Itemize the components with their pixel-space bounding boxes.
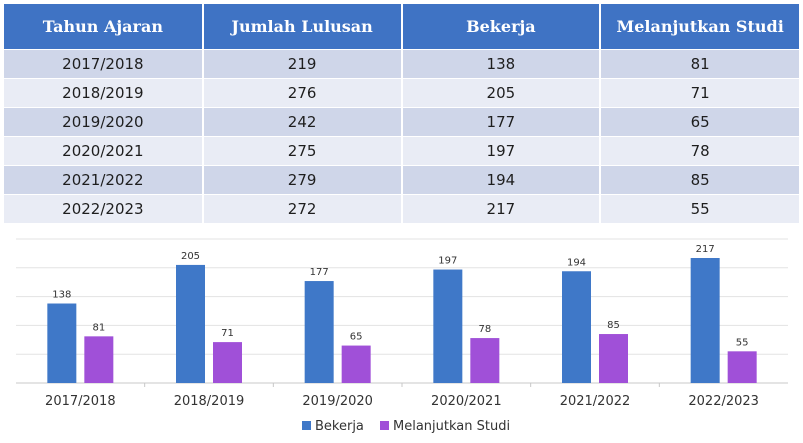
bar-melanjutkan-studi bbox=[84, 336, 114, 383]
legend-label-melanjutkan-studi: Melanjutkan Studi bbox=[393, 419, 510, 434]
cell-jumlah-lulusan: 275 bbox=[202, 135, 403, 165]
data-label: 78 bbox=[478, 324, 491, 335]
legend-swatch-melanjutkan-studi bbox=[380, 421, 389, 430]
data-table: Tahun Ajaran Jumlah Lulusan Bekerja Mela… bbox=[4, 4, 799, 223]
bar-bekerja bbox=[562, 271, 591, 383]
x-tick-label: 2019/2020 bbox=[302, 394, 373, 409]
cell-melanjutkan-studi: 55 bbox=[600, 193, 799, 223]
cell-bekerja: 205 bbox=[401, 77, 602, 107]
x-tick-label: 2018/2019 bbox=[174, 394, 245, 409]
data-label: 197 bbox=[438, 256, 457, 267]
x-tick-label: 2017/2018 bbox=[45, 394, 116, 409]
cell-bekerja: 177 bbox=[401, 106, 602, 136]
table-row: 2022/2023 272 217 55 bbox=[4, 193, 799, 223]
cell-bekerja: 217 bbox=[401, 193, 602, 223]
table-row: 2017/2018 219 138 81 bbox=[4, 48, 799, 78]
bar-bekerja bbox=[690, 258, 720, 383]
header-tahun-ajaran: Tahun Ajaran bbox=[4, 4, 204, 49]
table-row: 2019/2020 242 177 65 bbox=[4, 106, 799, 136]
x-axis: 2017/2018 2018/2019 2019/2020 2020/2021 2021… bbox=[45, 383, 759, 409]
cell-tahun-ajaran: 2020/2021 bbox=[4, 135, 204, 165]
data-label: 138 bbox=[52, 290, 71, 301]
bar-melanjutkan-studi bbox=[599, 334, 628, 383]
data-label: 217 bbox=[696, 244, 715, 255]
data-label: 71 bbox=[221, 328, 234, 339]
bar-melanjutkan-studi bbox=[727, 351, 757, 383]
bar-bekerja bbox=[304, 281, 334, 383]
data-label: 81 bbox=[92, 322, 105, 333]
bar-melanjutkan-studi bbox=[470, 338, 500, 383]
table-header-row: Tahun Ajaran Jumlah Lulusan Bekerja Mela… bbox=[4, 4, 799, 49]
data-label: 85 bbox=[607, 320, 620, 331]
table-row: 2018/2019 276 205 71 bbox=[4, 77, 799, 107]
bar-bekerja bbox=[47, 303, 77, 383]
cell-tahun-ajaran: 2017/2018 bbox=[4, 48, 204, 78]
header-bekerja: Bekerja bbox=[401, 4, 602, 49]
cell-jumlah-lulusan: 272 bbox=[202, 193, 403, 223]
data-labels: 138 81 205 71 177 65 197 78 194 85 217 55 bbox=[52, 244, 748, 348]
legend-label-bekerja: Bekerja bbox=[315, 419, 364, 434]
cell-tahun-ajaran: 2022/2023 bbox=[4, 193, 204, 223]
header-melanjutkan-studi: Melanjutkan Studi bbox=[600, 4, 799, 49]
bar-bekerja bbox=[433, 269, 463, 383]
cell-bekerja: 138 bbox=[401, 48, 602, 78]
bar-bekerja bbox=[176, 264, 205, 383]
cell-melanjutkan-studi: 65 bbox=[600, 106, 799, 136]
cell-bekerja: 197 bbox=[401, 135, 602, 165]
header-jumlah-lulusan: Jumlah Lulusan bbox=[202, 4, 403, 49]
cell-tahun-ajaran: 2018/2019 bbox=[4, 77, 204, 107]
cell-tahun-ajaran: 2021/2022 bbox=[4, 164, 204, 194]
table-row: 2020/2021 275 197 78 bbox=[4, 135, 799, 165]
cell-jumlah-lulusan: 279 bbox=[202, 164, 403, 194]
cell-bekerja: 194 bbox=[401, 164, 602, 194]
cell-melanjutkan-studi: 78 bbox=[600, 135, 799, 165]
cell-tahun-ajaran: 2019/2020 bbox=[4, 106, 204, 136]
cell-jumlah-lulusan: 276 bbox=[202, 77, 403, 107]
bar-chart: 138 81 205 71 177 65 197 78 194 85 217 55 2017/2018… bbox=[16, 238, 788, 434]
legend: Bekerja Melanjutkan Studi bbox=[302, 419, 510, 434]
gridlines bbox=[16, 238, 788, 384]
data-label: 55 bbox=[736, 337, 749, 348]
data-label: 177 bbox=[310, 267, 329, 278]
table-row: 2021/2022 279 194 85 bbox=[4, 164, 799, 194]
cell-melanjutkan-studi: 85 bbox=[600, 164, 799, 194]
cell-melanjutkan-studi: 71 bbox=[600, 77, 799, 107]
x-tick-label: 2020/2021 bbox=[431, 394, 502, 409]
data-label: 194 bbox=[567, 257, 586, 268]
cell-jumlah-lulusan: 242 bbox=[202, 106, 403, 136]
x-tick-label: 2022/2023 bbox=[688, 394, 759, 409]
bar-melanjutkan-studi bbox=[213, 342, 242, 383]
cell-melanjutkan-studi: 81 bbox=[600, 48, 799, 78]
x-tick-label: 2021/2022 bbox=[560, 394, 631, 409]
cell-jumlah-lulusan: 219 bbox=[202, 48, 403, 78]
legend-swatch-bekerja bbox=[302, 421, 311, 430]
bars bbox=[47, 258, 757, 383]
bar-melanjutkan-studi bbox=[341, 345, 371, 383]
data-label: 65 bbox=[350, 332, 363, 343]
data-label: 205 bbox=[181, 251, 200, 262]
